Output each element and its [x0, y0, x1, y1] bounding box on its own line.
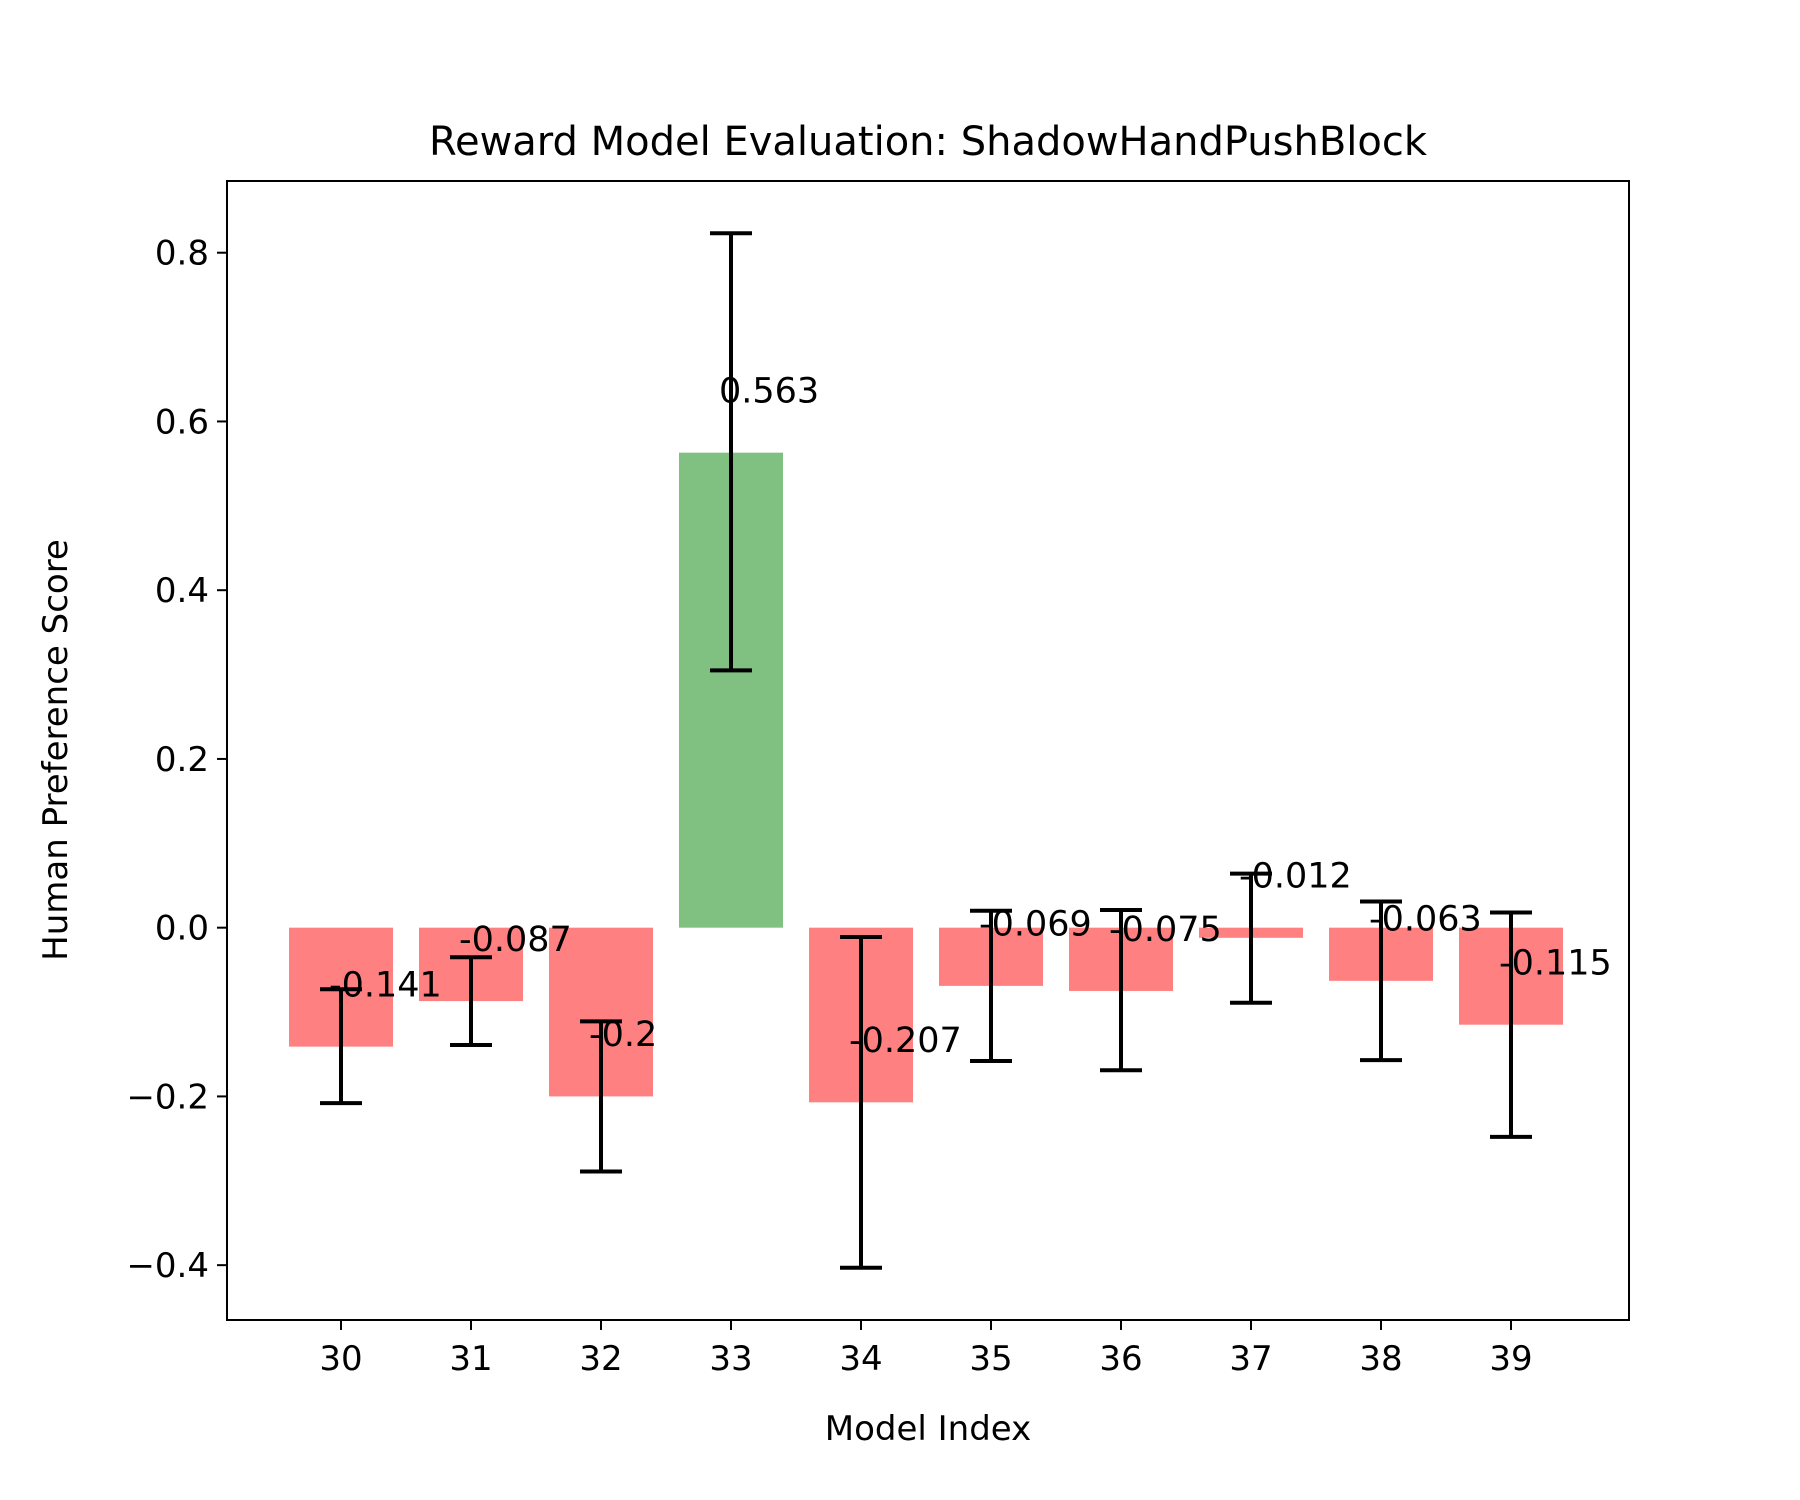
error-bar-37: [1230, 871, 1272, 1005]
value-label-33: 0.563: [719, 371, 819, 411]
y-axis: −0.4 −0.2 0.0 0.2 0.4 0.6 0.8: [126, 234, 227, 1286]
value-label-35: -0.069: [979, 905, 1092, 945]
y-tick-label: −0.2: [126, 1077, 209, 1117]
value-label-31: -0.087: [459, 920, 572, 960]
error-bar-38: [1360, 899, 1402, 1063]
value-label-34: -0.207: [849, 1021, 962, 1061]
x-tick-label: 38: [1359, 1339, 1402, 1379]
x-tick-label: 31: [449, 1339, 492, 1379]
plot-area: -0.141-0.087-0.20.563-0.207-0.069 -0.075-…: [289, 231, 1612, 1270]
error-bar-35: [970, 908, 1012, 1063]
error-bar-32: [580, 1019, 622, 1174]
y-tick-label: 0.4: [155, 571, 209, 611]
x-tick-label: 35: [969, 1339, 1012, 1379]
y-tick-label: 0.0: [155, 909, 209, 949]
error-bar-30: [320, 987, 362, 1106]
plot-frame: [226, 180, 1630, 1321]
x-tick-label: 36: [1099, 1339, 1142, 1379]
x-axis-label: Model Index: [825, 1409, 1032, 1449]
value-label-30: -0.141: [329, 965, 442, 1005]
x-tick-label: 39: [1489, 1339, 1532, 1379]
y-axis-label: Human Preference Score: [36, 539, 76, 961]
x-tick-label: 34: [839, 1339, 882, 1379]
chart-title: Reward Model Evaluation: ShadowHandPushB…: [429, 119, 1428, 165]
y-tick-label: 0.2: [155, 740, 209, 780]
value-label-36: -0.075: [1109, 910, 1222, 950]
x-tick-label: 32: [579, 1339, 622, 1379]
y-tick-label: −0.4: [126, 1246, 209, 1286]
y-tick-label: 0.6: [155, 402, 209, 442]
y-tick-label: 0.8: [155, 234, 209, 274]
x-axis: 30 31 32 33 34 35 36 37 38 39: [319, 1320, 1533, 1379]
error-bar-34: [840, 934, 882, 1270]
value-label-32: -0.2: [589, 1015, 657, 1055]
x-tick-label: 30: [319, 1339, 362, 1379]
value-label-39: -0.115: [1499, 944, 1612, 984]
error-bar-36: [1100, 907, 1142, 1073]
error-bar-33: [710, 231, 752, 673]
x-tick-label: 37: [1229, 1339, 1272, 1379]
error-bar-39: [1490, 910, 1532, 1139]
value-label-38: -0.063: [1369, 900, 1482, 940]
x-tick-label: 33: [709, 1339, 752, 1379]
error-bar-31: [450, 955, 492, 1047]
value-label-37: -0.012: [1239, 857, 1352, 897]
